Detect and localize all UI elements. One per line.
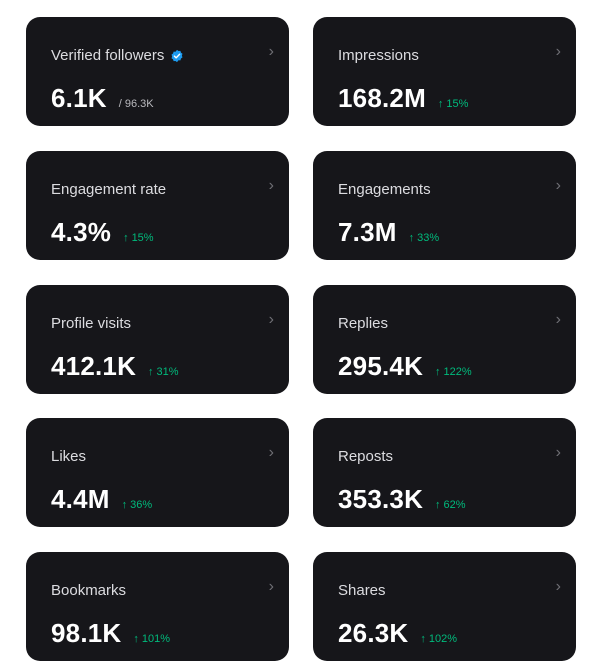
metric-label: Profile visits xyxy=(51,315,132,332)
arrow-up-icon: ↑ xyxy=(435,499,441,511)
metric-value: 6.1K xyxy=(51,83,107,113)
metric-value: 353.3K xyxy=(338,484,424,514)
arrow-up-icon: ↑ xyxy=(133,633,139,645)
metric-card-engagements[interactable]: Engagements 7.3M ↑ 33% › xyxy=(313,151,576,260)
arrow-up-icon: ↑ xyxy=(148,366,154,378)
metric-change-value: 62% xyxy=(443,499,466,511)
arrow-up-icon: ↑ xyxy=(437,98,444,110)
chevron-right-icon: › xyxy=(555,444,561,461)
metric-change-value: 122% xyxy=(443,366,472,378)
chevron-right-icon: › xyxy=(268,177,274,194)
metric-change-value: 102% xyxy=(428,633,458,645)
metric-label: Engagement rate xyxy=(51,181,167,198)
metric-change: ↑ 33% xyxy=(409,232,440,244)
metric-label: Reposts xyxy=(338,448,394,465)
metric-value: 98.1K xyxy=(51,618,122,648)
metric-card-profile-visits[interactable]: Profile visits 412.1K ↑ 31% › xyxy=(26,285,289,394)
metric-label: Verified followers xyxy=(51,47,165,64)
metric-card-engagement-rate[interactable]: Engagement rate 4.3% ↑ 15% › xyxy=(26,151,289,260)
metric-label: Likes xyxy=(51,448,87,465)
arrow-up-icon: ↑ xyxy=(420,633,426,645)
metric-change-value: 15% xyxy=(446,98,469,110)
metric-card-impressions[interactable]: Impressions 168.2M ↑ 15% › xyxy=(313,17,576,126)
metric-change: ↑ 36% xyxy=(122,499,153,511)
arrow-up-icon: ↑ xyxy=(121,499,128,511)
metric-change: ↑ 102% xyxy=(420,633,457,645)
metric-card-verified-followers[interactable]: Verified followers 6.1K / 96.3K › xyxy=(26,17,289,126)
arrow-up-icon: ↑ xyxy=(123,232,129,244)
metric-value: 7.3M xyxy=(338,217,397,247)
metric-card-replies[interactable]: Replies 295.4K ↑ 122% › xyxy=(313,285,576,394)
metric-value: 168.2M xyxy=(338,83,426,113)
chevron-right-icon: › xyxy=(555,43,561,60)
metric-label: Engagements xyxy=(338,181,431,198)
metric-change: ↑ 15% xyxy=(438,98,469,110)
chevron-right-icon: › xyxy=(268,444,274,461)
arrow-up-icon: ↑ xyxy=(408,232,415,244)
metric-value: 412.1K xyxy=(51,351,137,381)
metric-change: ↑ 122% xyxy=(435,366,472,378)
verified-badge-icon xyxy=(171,49,183,62)
metric-change-value: 15% xyxy=(131,232,154,244)
metric-value: 4.4M xyxy=(51,484,110,514)
chevron-right-icon: › xyxy=(268,578,274,595)
chevron-right-icon: › xyxy=(555,177,561,194)
metric-change-value: 31% xyxy=(156,366,179,378)
metric-label: Shares xyxy=(338,582,386,599)
chevron-right-icon: › xyxy=(268,311,274,328)
metric-label: Bookmarks xyxy=(51,582,127,599)
metric-value: 4.3% xyxy=(51,217,112,247)
metric-label: Replies xyxy=(338,315,389,332)
metric-change: ↑ 101% xyxy=(133,633,170,645)
metric-change: ↑ 62% xyxy=(435,499,466,511)
chevron-right-icon: › xyxy=(555,311,561,328)
metric-total: / 96.3K xyxy=(118,98,154,110)
metric-card-bookmarks[interactable]: Bookmarks 98.1K ↑ 101% › xyxy=(26,552,289,661)
metric-change-value: 101% xyxy=(141,633,171,645)
arrow-up-icon: ↑ xyxy=(435,366,441,378)
metric-value: 26.3K xyxy=(338,618,409,648)
chevron-right-icon: › xyxy=(268,43,274,60)
chevron-right-icon: › xyxy=(555,578,561,595)
metric-change-value: 33% xyxy=(417,232,440,244)
metric-value: 295.4K xyxy=(338,351,424,381)
metric-card-likes[interactable]: Likes 4.4M ↑ 36% › xyxy=(26,418,289,527)
metric-card-reposts[interactable]: Reposts 353.3K ↑ 62% › xyxy=(313,418,576,527)
metric-card-shares[interactable]: Shares 26.3K ↑ 102% › xyxy=(313,552,576,661)
metric-change: ↑ 31% xyxy=(148,366,179,378)
metric-change-value: 36% xyxy=(130,499,153,511)
metric-label: Impressions xyxy=(338,47,419,64)
metric-change: ↑ 15% xyxy=(123,232,154,244)
